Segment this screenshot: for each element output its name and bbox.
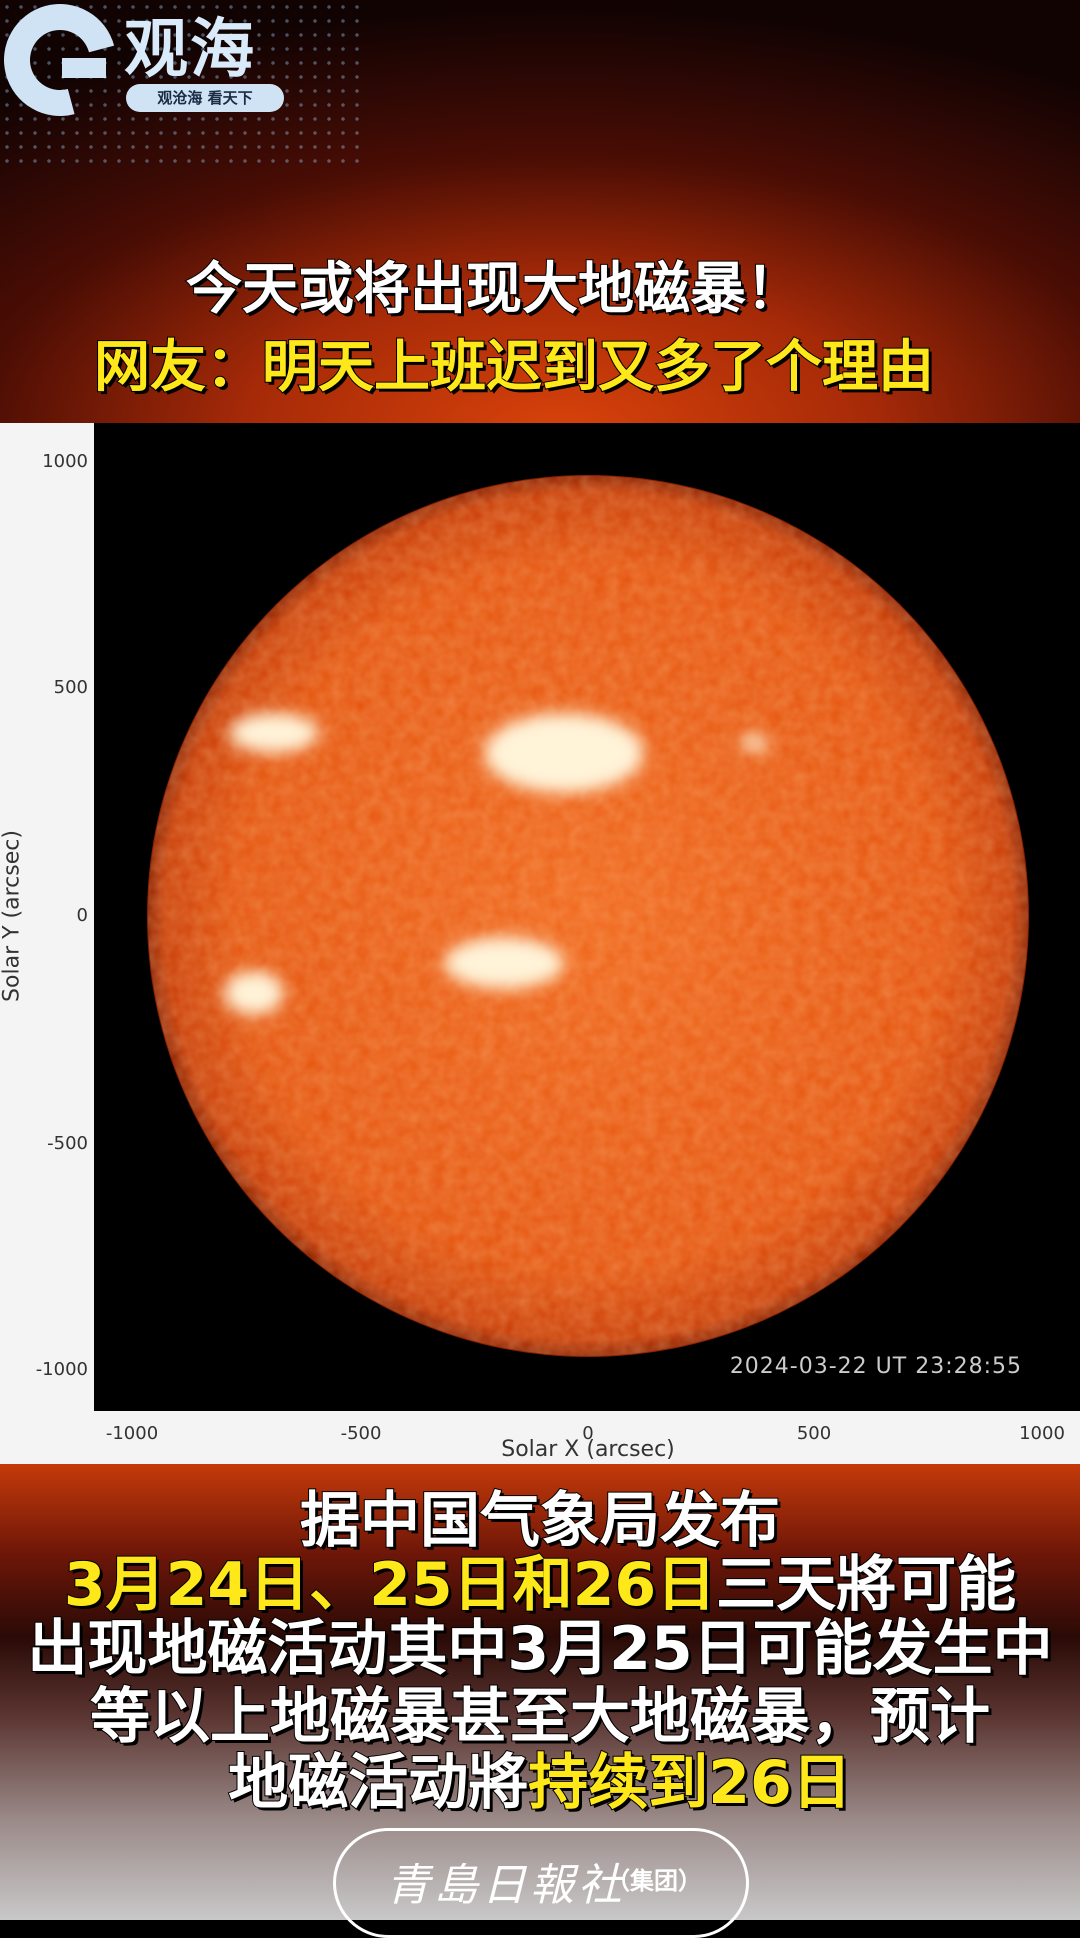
timestamp: 2024-03-22 UT 23:28:55 xyxy=(729,1354,1022,1379)
caption-line-1: 据中国气象局发布 xyxy=(299,1485,781,1557)
headline-line-1: 今天或将出现大地磁暴！ xyxy=(185,256,803,323)
y-axis-label: Solar Y (arcsec) xyxy=(0,830,25,1002)
x-tick: -500 xyxy=(340,1423,382,1444)
logo-name: 观海 xyxy=(124,13,256,87)
caption-line-4: 等以上地磁暴甚至大地磁暴，预计 xyxy=(89,1681,991,1753)
x-tick: 0 xyxy=(582,1423,594,1444)
y-tick: 0 xyxy=(76,905,88,926)
x-axis-label: Solar X (arcsec) xyxy=(501,1437,675,1462)
caption-line-2: 3月24日、25日和26日三天將可能 xyxy=(0,1536,1080,1623)
caption-date-highlight: 3月24日、25日和26日 xyxy=(63,1549,717,1621)
logo-slogan: 观沧海 看天下 xyxy=(126,84,284,112)
y-tick: -1000 xyxy=(35,1359,88,1380)
press-name: 青島日報社 xyxy=(386,1860,626,1911)
press-group: （集团） xyxy=(606,1867,702,1895)
x-tick: 500 xyxy=(796,1423,832,1444)
caption-line-5-start: 地磁活动將 xyxy=(227,1747,529,1819)
caption-line-2-rest: 三天將可能 xyxy=(715,1549,1017,1621)
press-logo: 青島日報社 （集团） xyxy=(333,1828,749,1938)
caption-line-5: 地磁活动將持续到26日 xyxy=(0,1734,1080,1821)
solar-plot-area: 2024-03-22 UT 23:28:55 xyxy=(94,423,1080,1411)
sun-texture xyxy=(148,476,1028,1356)
caption-line-3: 出现地磁活动其中3月25日可能发生中 xyxy=(26,1613,1053,1685)
caption-duration-highlight: 持续到26日 xyxy=(527,1747,852,1819)
headline-line-2: 网友：明天上班迟到又多了个理由 xyxy=(93,334,935,401)
x-tick: -1000 xyxy=(105,1423,159,1444)
brand-logo: 观海 观沧海 看天下 xyxy=(0,0,304,137)
y-tick: 1000 xyxy=(42,451,88,472)
g-logo-bar xyxy=(62,58,106,78)
y-tick: 500 xyxy=(53,677,88,698)
header-banner: 观海 观沧海 看天下 今天或将出现大地磁暴！ 网友：明天上班迟到又多了个理由 xyxy=(0,0,1080,423)
y-tick: -500 xyxy=(47,1133,88,1154)
solar-image-figure: 2024-03-22 UT 23:28:55 1000 500 0 -500 -… xyxy=(0,423,1080,1464)
caption-area: 据中国气象局发布 3月24日、25日和26日三天將可能 出现地磁活动其中3月25… xyxy=(0,1464,1080,1920)
active-regions xyxy=(224,713,768,1015)
x-tick: 1000 xyxy=(1019,1423,1065,1444)
sun-image xyxy=(147,475,1029,1357)
